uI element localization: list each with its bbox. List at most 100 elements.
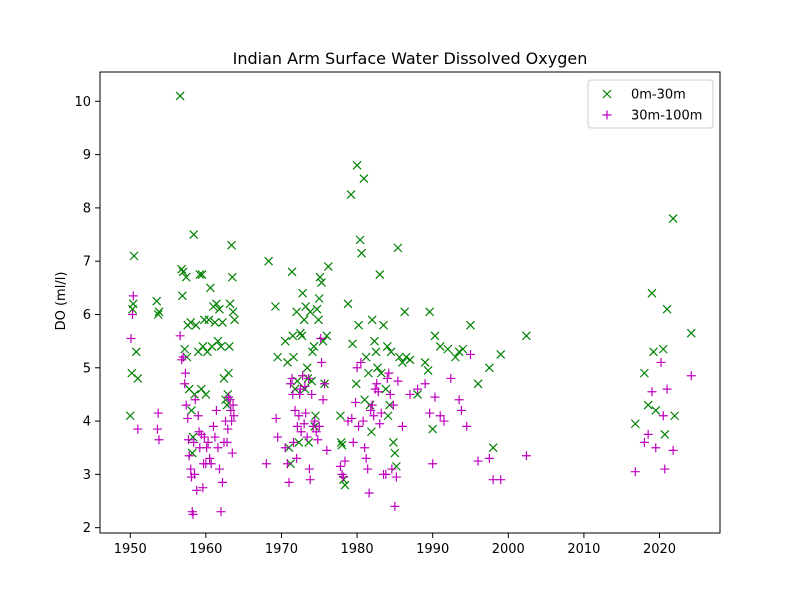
data-point	[386, 347, 396, 357]
data-point	[651, 405, 661, 415]
y-axis-label: DO (ml/l)	[54, 272, 69, 331]
y-tick-label: 2	[83, 521, 91, 536]
data-point	[658, 411, 668, 421]
data-point	[393, 376, 403, 386]
data-point	[201, 390, 211, 399]
data-point	[224, 368, 233, 378]
data-point	[496, 350, 506, 359]
data-point	[227, 448, 237, 458]
x-tick-label: 1950	[114, 542, 147, 557]
data-point	[668, 214, 678, 223]
data-point	[354, 320, 364, 330]
x-tick-label: 2000	[492, 542, 525, 557]
data-point	[355, 235, 365, 245]
data-point	[227, 416, 237, 426]
data-point	[292, 453, 302, 463]
data-point	[125, 411, 135, 421]
data-point	[208, 421, 218, 431]
data-point	[223, 424, 233, 434]
data-point	[292, 421, 302, 431]
axes-frame	[99, 71, 721, 534]
data-point	[280, 336, 290, 346]
y-tick-label: 4	[83, 415, 91, 430]
data-point	[322, 445, 332, 455]
data-point	[369, 411, 379, 421]
data-point	[348, 437, 358, 447]
data-point	[496, 475, 506, 485]
data-point	[425, 408, 435, 418]
data-point	[289, 352, 298, 362]
data-point	[336, 411, 345, 421]
data-point	[129, 251, 139, 261]
data-point	[204, 315, 214, 325]
data-point	[128, 299, 138, 309]
legend-box	[587, 79, 714, 129]
y-tick-label: 3	[83, 468, 91, 483]
data-point	[359, 174, 369, 184]
data-point	[370, 336, 379, 346]
legend-marker-2	[602, 110, 612, 120]
data-point	[218, 318, 227, 327]
x-tick-label: 1980	[341, 542, 374, 557]
data-point	[385, 389, 395, 399]
data-point	[224, 342, 234, 351]
data-point	[273, 352, 283, 362]
data-point	[367, 400, 377, 410]
data-point	[366, 405, 376, 415]
data-point	[317, 278, 326, 287]
data-point	[284, 477, 294, 487]
data-point	[430, 392, 440, 402]
data-point	[294, 411, 304, 421]
data-point	[488, 475, 498, 485]
y-tick-label: 5	[83, 361, 91, 376]
data-point	[183, 413, 193, 423]
data-point	[423, 366, 433, 375]
data-point	[488, 443, 498, 453]
data-point	[363, 464, 373, 474]
data-point	[211, 405, 221, 415]
y-tick-label: 7	[83, 255, 91, 270]
legend-label-1: 0m-30m	[631, 88, 686, 103]
data-point	[351, 379, 361, 389]
chart-title: Indian Arm Surface Water Dissolved Oxyge…	[233, 49, 588, 68]
data-point	[313, 435, 323, 445]
x-tick-label: 1970	[265, 542, 298, 557]
data-point	[178, 267, 188, 277]
data-point	[454, 395, 464, 405]
data-point	[175, 331, 185, 341]
data-point	[473, 379, 483, 389]
data-point	[446, 373, 456, 383]
data-point	[658, 344, 668, 354]
data-point	[154, 435, 164, 445]
data-point	[379, 320, 388, 330]
data-point	[299, 315, 309, 325]
data-point	[367, 427, 376, 437]
data-point	[360, 443, 370, 453]
plot-area	[100, 72, 720, 533]
data-point	[484, 363, 494, 373]
data-point	[290, 405, 300, 415]
data-point	[283, 459, 293, 469]
data-point	[375, 419, 385, 429]
data-point	[212, 299, 221, 309]
legend-marker-1	[602, 89, 612, 99]
data-point	[304, 437, 314, 447]
y-tick-label: 9	[83, 148, 91, 163]
data-point	[458, 344, 468, 354]
data-points-layer	[125, 91, 696, 519]
data-point	[343, 299, 353, 309]
data-point	[311, 411, 320, 421]
data-point	[630, 467, 640, 477]
data-point	[230, 315, 240, 325]
data-point	[630, 419, 640, 429]
data-point	[302, 432, 312, 442]
data-point	[189, 230, 199, 239]
data-point	[651, 443, 661, 453]
data-point	[662, 304, 672, 314]
data-point	[213, 336, 223, 346]
data-point	[309, 342, 319, 351]
data-point	[183, 435, 193, 445]
data-point	[128, 309, 138, 319]
data-point	[338, 472, 348, 482]
data-point	[643, 429, 653, 439]
